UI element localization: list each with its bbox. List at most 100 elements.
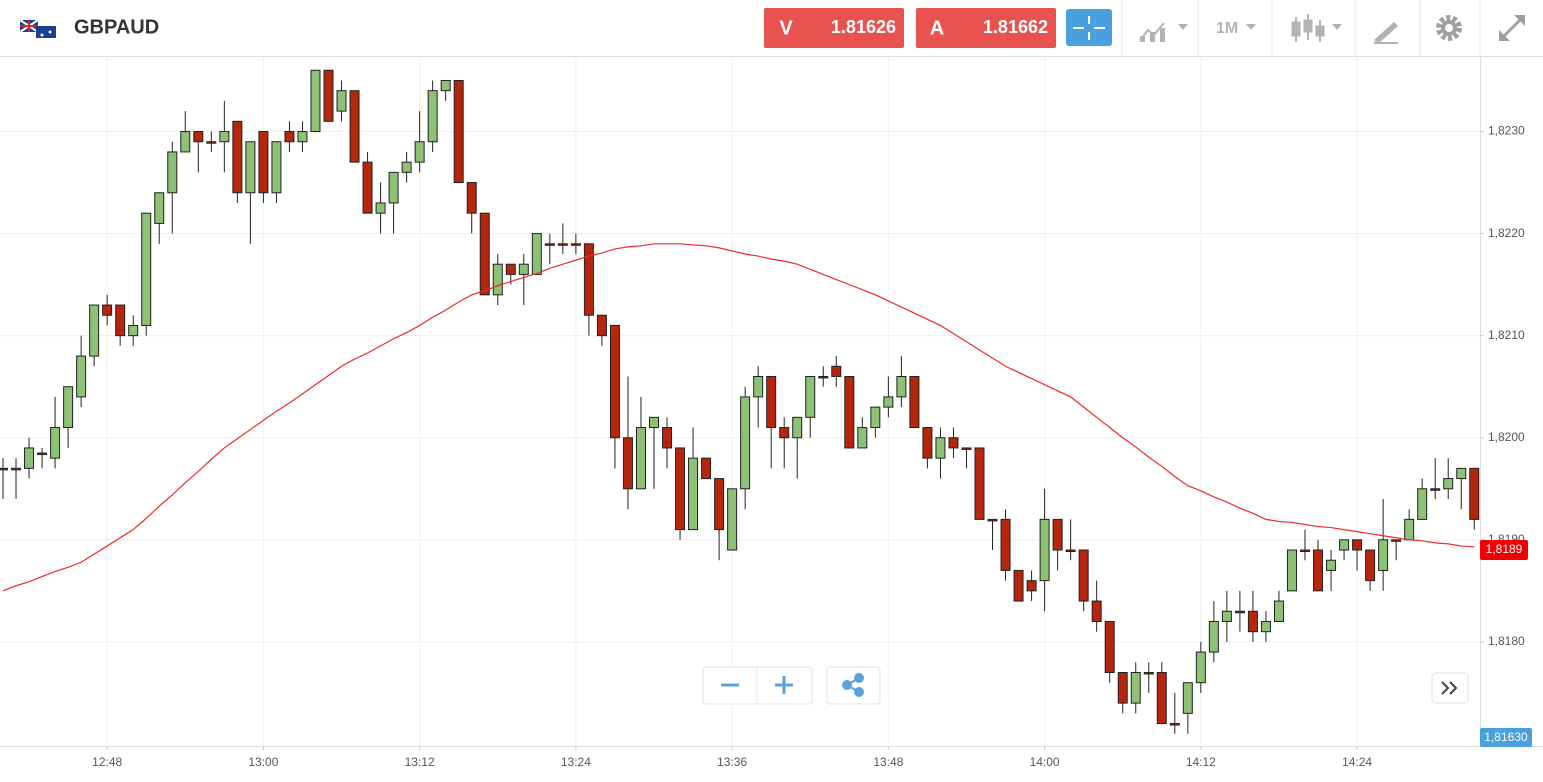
candle-body: [1039, 518, 1050, 582]
candle-body: [844, 375, 855, 449]
candle-body: [1208, 620, 1219, 653]
candle-body: [896, 375, 907, 398]
timeframe-caret: [1246, 24, 1256, 30]
candle-body: [727, 488, 738, 551]
candle-body: [1300, 549, 1310, 553]
candle-body: [961, 447, 972, 450]
timeframe-button[interactable]: 1M: [1216, 20, 1238, 37]
candle-body: [596, 314, 607, 337]
candle-body: [948, 437, 959, 449]
candle-body: [401, 161, 412, 173]
crosshair-button[interactable]: [1066, 9, 1112, 46]
candle-body: [102, 304, 113, 316]
candle-body: [688, 457, 699, 531]
candle-body: [1286, 549, 1297, 592]
candle-body: [675, 447, 686, 531]
candle-body: [193, 131, 204, 143]
candle-body: [531, 233, 542, 275]
candle-body: [258, 131, 269, 194]
sell-price: 1.81626: [831, 17, 896, 37]
zoom-in-button[interactable]: [775, 676, 793, 694]
y-tick-label: 1,8230: [1488, 124, 1525, 138]
candle-body: [141, 212, 152, 326]
candle-body: [167, 151, 178, 194]
candle-body: [1430, 488, 1441, 491]
candle-body: [505, 263, 516, 275]
candle-body: [714, 478, 725, 531]
candle-body: [1313, 549, 1324, 592]
x-tick-label: 14:24: [1342, 755, 1372, 769]
candle-body: [1247, 610, 1258, 633]
candle-body: [362, 161, 373, 214]
candle-body: [1000, 518, 1011, 571]
x-tick-label: 13:36: [717, 755, 747, 769]
candle-body: [310, 69, 321, 133]
candle-body: [753, 375, 764, 398]
candle-body: [1013, 569, 1024, 602]
moving-average-line: [2, 243, 1475, 592]
candle-body: [323, 69, 334, 122]
candle-style-button[interactable]: [1291, 14, 1342, 42]
candle-body: [1404, 518, 1415, 541]
last-value-tag: [1480, 540, 1528, 561]
share-icon: [842, 673, 864, 697]
y-tick-label: 1,8220: [1488, 226, 1525, 240]
candle-body: [375, 202, 386, 214]
candle-body: [701, 457, 712, 480]
candle-body: [63, 386, 74, 429]
candle-body: [974, 447, 985, 520]
candle-body: [24, 447, 35, 469]
sell-button[interactable]: [764, 8, 904, 48]
candle-body: [50, 427, 61, 459]
candle-body: [466, 182, 477, 214]
candle-body: [662, 427, 673, 449]
candle-body: [805, 375, 816, 418]
candle-body: [792, 416, 803, 439]
candle-body: [883, 396, 894, 408]
candle-body: [909, 375, 920, 429]
candle-body: [1026, 580, 1037, 592]
candle-body: [180, 131, 191, 153]
candle-body: [271, 141, 282, 194]
candle-body: [1260, 620, 1271, 633]
candle-body: [1182, 682, 1193, 714]
candle-body: [583, 243, 594, 316]
scroll-right-button[interactable]: [1431, 672, 1469, 704]
candle-body: [766, 375, 777, 429]
candle-body: [1352, 539, 1363, 551]
drawing-button[interactable]: [1374, 22, 1398, 44]
candle-body: [1052, 518, 1063, 551]
x-tick-label: 14:00: [1030, 755, 1060, 769]
candle-body: [1078, 549, 1089, 602]
candle-body: [414, 141, 425, 163]
candle-body: [0, 467, 8, 471]
candle-body: [115, 304, 126, 337]
chart-type-button[interactable]: [1139, 22, 1188, 42]
candle-body: [492, 263, 503, 296]
y-tick-label: 1,8210: [1488, 328, 1525, 342]
candle-body: [1195, 651, 1206, 684]
bid-tag-label: 1,81630: [1484, 730, 1528, 744]
candle-body: [1391, 539, 1402, 542]
settings-button[interactable]: [1436, 15, 1462, 41]
plot: [0, 69, 1480, 734]
candle-body: [818, 375, 829, 379]
fullscreen-button[interactable]: [1499, 15, 1525, 41]
candle-body: [388, 171, 399, 204]
buy-label: A: [930, 17, 944, 39]
buy-button[interactable]: [916, 8, 1056, 48]
candle-body: [870, 406, 881, 429]
candle-body: [479, 212, 490, 296]
x-tick-label: 13:12: [405, 755, 435, 769]
candle-body: [1091, 600, 1102, 622]
buy-price: 1.81662: [983, 17, 1048, 37]
share-button[interactable]: [826, 666, 881, 705]
candle-body: [154, 192, 165, 224]
candle-body: [544, 243, 555, 246]
candle-body: [1273, 600, 1284, 622]
candle-body: [1443, 478, 1454, 490]
bid-tag: [1480, 728, 1532, 747]
candle-body: [128, 324, 139, 337]
